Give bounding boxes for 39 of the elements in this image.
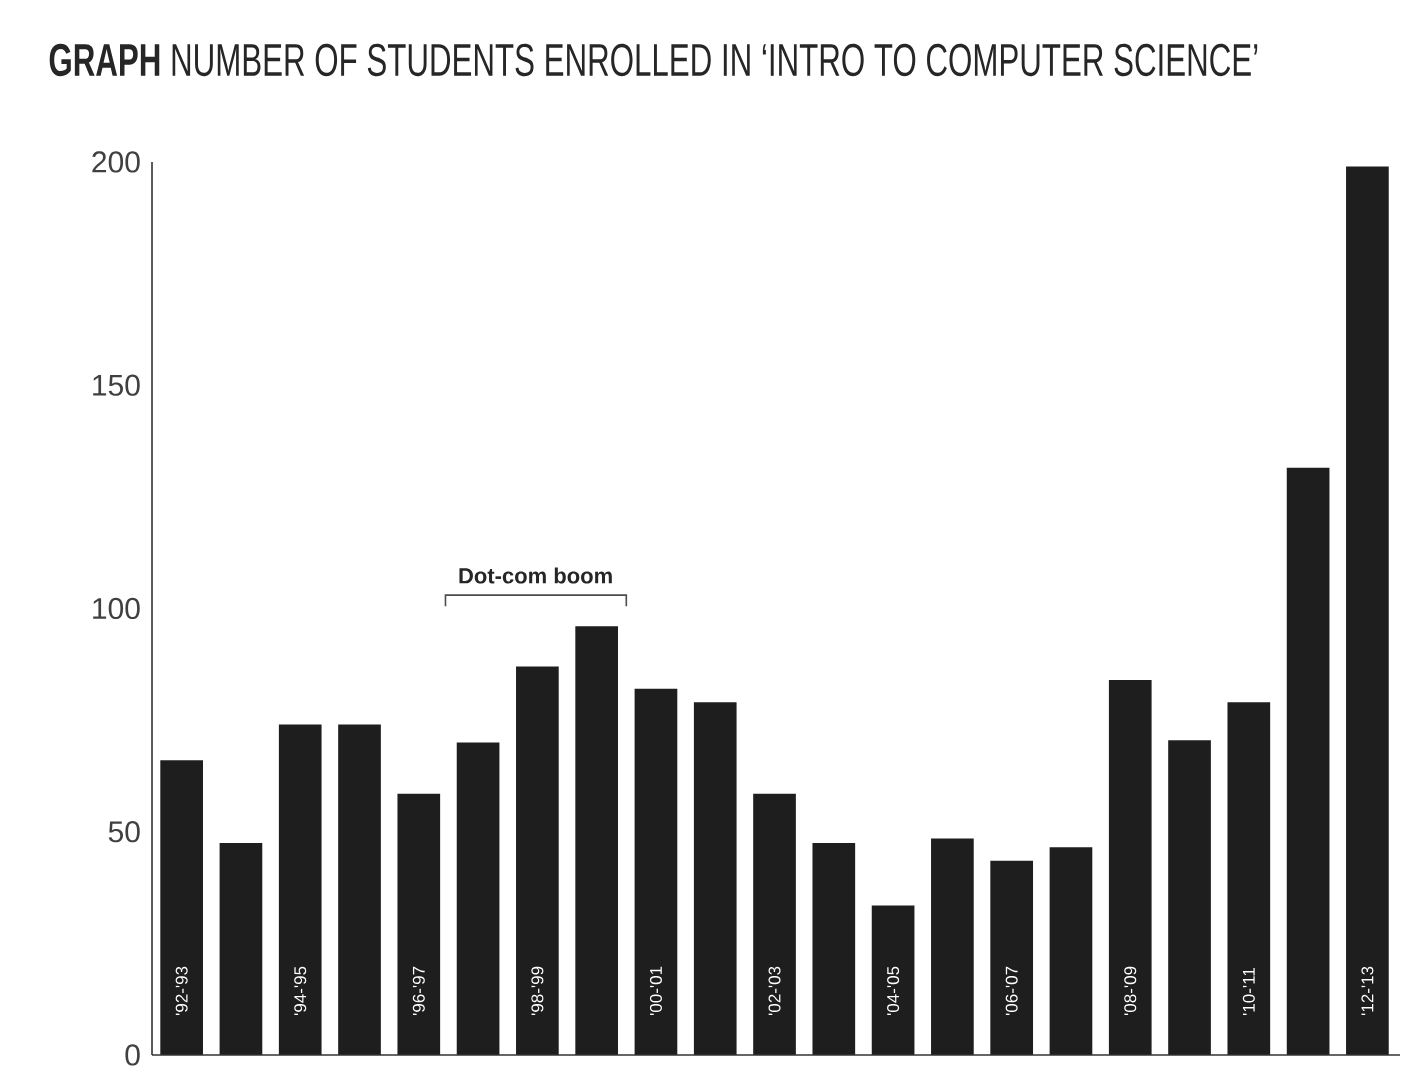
x-tick-label: '00-'01: [649, 966, 662, 1016]
x-tick-label: '04-'05: [887, 966, 900, 1016]
bar: [753, 793, 796, 1055]
bar: [219, 842, 263, 1055]
bar: [1108, 679, 1152, 1055]
bar: [931, 838, 974, 1055]
y-tick-label: 0: [125, 1044, 140, 1066]
bar: [1227, 702, 1271, 1055]
x-tick-label: '10-'11: [1242, 968, 1255, 1016]
x-tick-label: '94-'95: [294, 966, 307, 1016]
bar: [990, 860, 1034, 1055]
chart-title: GRAPH NUMBER OF STUDENTS ENROLLED IN ‘INTRO TO COMPUTER SCIENCE’: [49, 43, 1258, 77]
y-tick-label: 200: [92, 151, 140, 173]
bar: [575, 626, 619, 1055]
annotation: Dot-com boom: [459, 567, 612, 584]
bar: [1286, 467, 1330, 1055]
x-tick-label: '96-'97: [412, 966, 425, 1016]
bar: [1049, 847, 1093, 1055]
bar: [1168, 740, 1211, 1055]
x-tick-label: '02-'03: [768, 966, 781, 1016]
x-tick-label: '98-'99: [531, 966, 544, 1016]
bar: [397, 793, 441, 1055]
y-tick-label: 100: [93, 597, 140, 620]
y-tick-label: 150: [93, 374, 140, 396]
bar: [338, 724, 381, 1055]
x-tick-label: '08-'09: [1124, 966, 1137, 1016]
bar: [278, 724, 322, 1055]
bar: [456, 742, 500, 1055]
x-tick-label: '12-'13: [1361, 966, 1374, 1016]
y-tick-label: 50: [108, 821, 140, 843]
bar: [1346, 166, 1389, 1055]
bar: [634, 688, 678, 1055]
bar: [160, 760, 203, 1055]
x-tick-label: '92-'93: [175, 966, 188, 1016]
bar: [812, 842, 856, 1055]
bar: [693, 702, 737, 1055]
x-tick-label: '06-'07: [1005, 966, 1018, 1016]
bar: [871, 905, 915, 1055]
bar: [516, 666, 559, 1055]
